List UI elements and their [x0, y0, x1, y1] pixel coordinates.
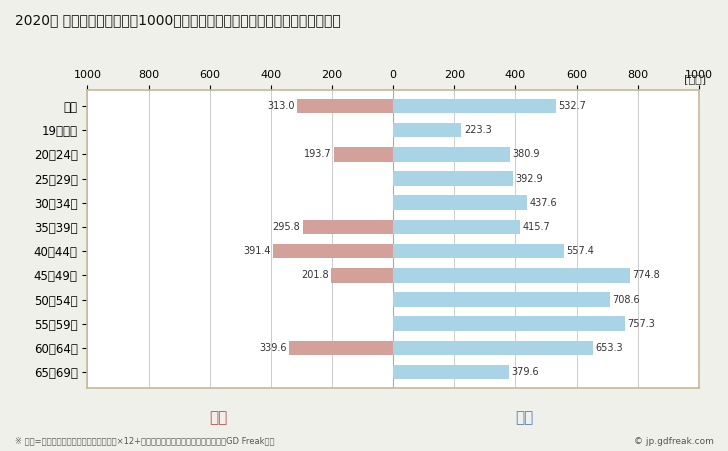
- Text: 391.4: 391.4: [243, 246, 271, 256]
- Bar: [331, 268, 393, 283]
- Bar: [393, 268, 630, 283]
- Bar: [289, 341, 393, 355]
- Bar: [298, 99, 393, 113]
- Bar: [303, 220, 393, 234]
- Bar: [393, 147, 510, 161]
- Text: [万円]: [万円]: [684, 74, 706, 84]
- Text: 295.8: 295.8: [272, 222, 300, 232]
- Bar: [393, 341, 593, 355]
- Bar: [393, 220, 521, 234]
- Text: 392.9: 392.9: [515, 174, 543, 184]
- Bar: [393, 195, 527, 210]
- Text: 708.6: 708.6: [612, 295, 640, 304]
- Text: 653.3: 653.3: [596, 343, 623, 353]
- Bar: [393, 123, 462, 138]
- Text: 339.6: 339.6: [259, 343, 287, 353]
- Text: 2020年 民間企業（従業者数1000人以上）フルタイム労働者の男女別平均年収: 2020年 民間企業（従業者数1000人以上）フルタイム労働者の男女別平均年収: [15, 14, 340, 28]
- Bar: [274, 244, 393, 258]
- Bar: [393, 365, 509, 379]
- Text: 313.0: 313.0: [267, 101, 295, 111]
- Bar: [393, 99, 556, 113]
- Text: 193.7: 193.7: [304, 149, 331, 159]
- Bar: [393, 244, 563, 258]
- Text: 415.7: 415.7: [523, 222, 550, 232]
- Text: 201.8: 201.8: [301, 270, 329, 281]
- Bar: [393, 317, 625, 331]
- Text: 532.7: 532.7: [558, 101, 586, 111]
- Bar: [393, 171, 513, 186]
- Text: © jp.gdfreak.com: © jp.gdfreak.com: [633, 437, 713, 446]
- Text: 757.3: 757.3: [627, 319, 655, 329]
- Text: 380.9: 380.9: [512, 149, 539, 159]
- Text: 223.3: 223.3: [464, 125, 491, 135]
- Text: 557.4: 557.4: [566, 246, 594, 256]
- Bar: [393, 292, 610, 307]
- Text: ※ 年収=「きまって支給する現金給与額」×12+「年間賞与その他特別給与額」としてGD Freak推計: ※ 年収=「きまって支給する現金給与額」×12+「年間賞与その他特別給与額」とし…: [15, 437, 274, 446]
- Text: 774.8: 774.8: [633, 270, 660, 281]
- Text: 女性: 女性: [209, 410, 228, 425]
- Bar: [334, 147, 393, 161]
- Text: 437.6: 437.6: [529, 198, 557, 208]
- Text: 男性: 男性: [515, 410, 534, 425]
- Text: 379.6: 379.6: [512, 367, 539, 377]
